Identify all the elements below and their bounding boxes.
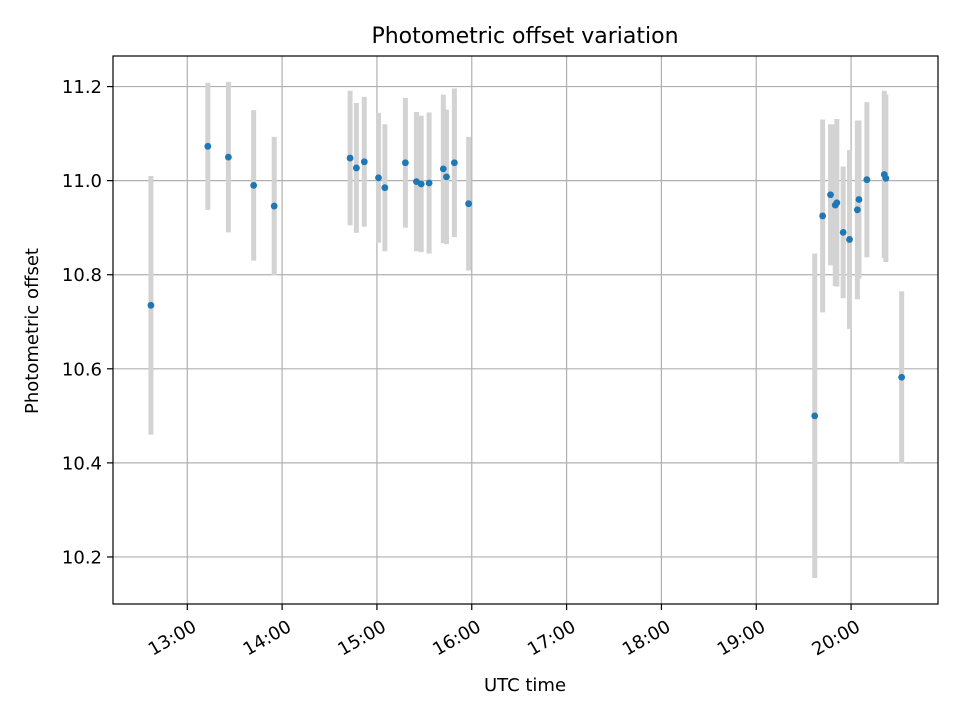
- data-point: [439, 165, 447, 173]
- data-point: [465, 200, 473, 208]
- data-point: [381, 184, 389, 192]
- data-point: [147, 301, 155, 309]
- data-point: [898, 373, 906, 381]
- data-point: [846, 236, 853, 243]
- y-tick-label: 10.2: [62, 547, 102, 568]
- y-tick-label: 10.8: [62, 265, 102, 286]
- data-point: [450, 159, 458, 167]
- x-axis-label: UTC time: [484, 675, 566, 696]
- y-tick-label: 10.6: [62, 359, 102, 380]
- data-point: [417, 180, 425, 188]
- data-point: [204, 142, 212, 150]
- data-point: [346, 154, 354, 162]
- data-point: [375, 174, 382, 182]
- y-axis-label: Photometric offset: [22, 248, 43, 414]
- data-point: [855, 196, 863, 203]
- y-tick-label: 10.4: [62, 453, 102, 474]
- data-point: [425, 179, 433, 187]
- y-tick-label: 11.0: [62, 171, 102, 192]
- data-point: [443, 173, 450, 181]
- chart-title: Photometric offset variation: [371, 24, 678, 49]
- data-point: [819, 212, 827, 220]
- y-tick-label: 11.2: [62, 77, 102, 98]
- data-point: [853, 206, 861, 214]
- data-point: [270, 202, 278, 210]
- data-point: [250, 181, 258, 189]
- data-point: [352, 164, 360, 172]
- data-point: [833, 199, 841, 207]
- data-point: [811, 412, 819, 420]
- data-point: [863, 176, 871, 184]
- data-point: [224, 153, 232, 161]
- data-point: [827, 191, 834, 199]
- data-point: [882, 174, 890, 182]
- plot-frame: [112, 55, 939, 605]
- data-point: [839, 228, 847, 236]
- data-point: [360, 158, 368, 166]
- point-layer: [147, 142, 906, 420]
- data-point: [401, 159, 409, 167]
